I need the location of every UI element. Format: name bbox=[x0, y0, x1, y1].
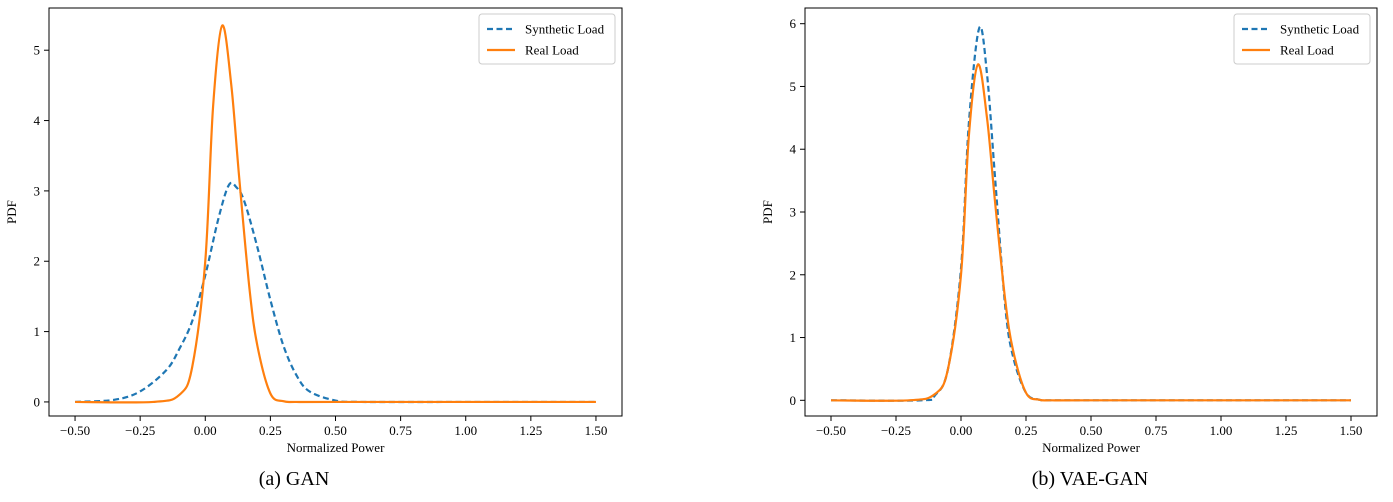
series-line-real-load bbox=[75, 24, 596, 404]
series-group bbox=[74, 24, 596, 404]
chart-panel-1: −0.50 −0.25 0.00 0.25 0.50 0.75 1.00 1.25 1.50 0 1… bbox=[760, 7, 1378, 455]
series-group bbox=[830, 25, 1351, 402]
x-tick-label: 0.50 bbox=[1080, 423, 1103, 438]
x-tick-label: 0.00 bbox=[950, 423, 973, 438]
legend: Synthetic Load Real Load bbox=[478, 13, 616, 65]
y-axis-label: PDF bbox=[4, 200, 19, 224]
y-tick-label: 5 bbox=[34, 43, 41, 58]
y-tick-label: 3 bbox=[790, 205, 797, 220]
plot-frame bbox=[804, 7, 1378, 417]
legend-label: Real Load bbox=[525, 43, 579, 58]
y-tick-label: 0 bbox=[34, 394, 41, 409]
y-tick-label: 4 bbox=[790, 142, 797, 157]
plot-frame bbox=[48, 7, 623, 417]
y-tick-label: 0 bbox=[790, 393, 797, 408]
legend-box bbox=[1233, 13, 1371, 65]
series-line-synthetic-load bbox=[830, 25, 1351, 402]
x-tick-label: 1.25 bbox=[519, 423, 542, 438]
y-tick-label: 5 bbox=[790, 79, 797, 94]
x-tick-label: −0.50 bbox=[816, 423, 846, 438]
series-line-synthetic-load bbox=[74, 181, 596, 404]
legend: Synthetic Load Real Load bbox=[1233, 13, 1371, 65]
x-tick-label: −0.50 bbox=[60, 423, 90, 438]
series-line-real-load bbox=[830, 63, 1351, 402]
x-tick-label: 0.25 bbox=[259, 423, 282, 438]
y-tick-label: 1 bbox=[790, 330, 797, 345]
x-tick-label: 0.25 bbox=[1015, 423, 1038, 438]
x-axis-label: Normalized Power bbox=[1042, 440, 1141, 455]
x-tick-label: −0.25 bbox=[881, 423, 911, 438]
y-tick-label: 2 bbox=[790, 267, 797, 282]
x-tick-label: 0.50 bbox=[324, 423, 347, 438]
legend-label: Synthetic Load bbox=[1280, 22, 1360, 37]
x-tick-label: 1.50 bbox=[585, 423, 608, 438]
y-tick-label: 1 bbox=[34, 324, 41, 339]
y-tick-label: 2 bbox=[34, 254, 41, 269]
x-tick-label: 1.25 bbox=[1275, 423, 1298, 438]
x-tick-label: 1.00 bbox=[454, 423, 477, 438]
x-tick-label: 0.75 bbox=[1145, 423, 1168, 438]
x-tick-label: 1.00 bbox=[1210, 423, 1233, 438]
x-tick-label: −0.25 bbox=[125, 423, 155, 438]
caption-a: (a) GAN bbox=[258, 468, 330, 490]
y-tick-label: 3 bbox=[34, 183, 41, 198]
y-axis-label: PDF bbox=[760, 200, 775, 224]
x-tick-label: 0.75 bbox=[389, 423, 412, 438]
x-tick-label: 1.50 bbox=[1340, 423, 1363, 438]
legend-label: Real Load bbox=[1280, 43, 1334, 58]
y-tick-label: 4 bbox=[34, 113, 41, 128]
y-tick-label: 6 bbox=[790, 16, 797, 31]
chart-panel-0: −0.50 −0.25 0.00 0.25 0.50 0.75 1.00 1.25 1.50 0 1… bbox=[4, 7, 623, 455]
legend-label: Synthetic Load bbox=[525, 22, 605, 37]
caption-b: (b) VAE-GAN bbox=[1031, 468, 1149, 490]
x-axis-label: Normalized Power bbox=[287, 440, 386, 455]
x-tick-label: 0.00 bbox=[194, 423, 217, 438]
legend-box bbox=[478, 13, 616, 65]
